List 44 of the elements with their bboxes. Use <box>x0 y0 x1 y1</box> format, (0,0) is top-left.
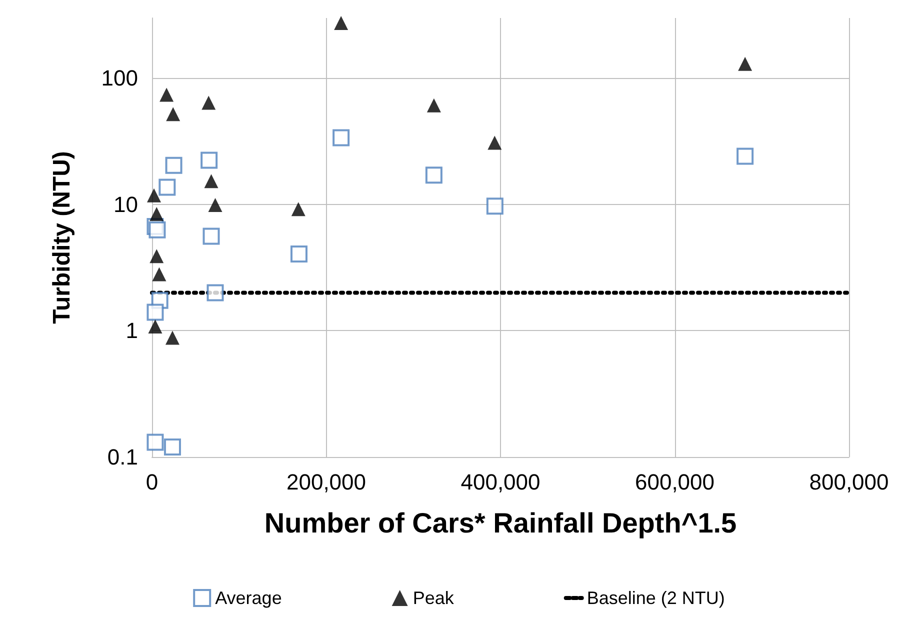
x-tick-label: 800,000 <box>809 470 889 494</box>
point <box>160 88 174 102</box>
y-tick-label: 1 <box>126 318 138 344</box>
point <box>291 202 306 216</box>
y-axis-title: Turbidity (NTU) <box>48 151 76 324</box>
point <box>158 178 176 196</box>
point <box>165 330 180 345</box>
x-axis-title: Number of Cars* Rainfall Depth^1.5 <box>264 508 737 538</box>
point <box>736 148 754 165</box>
point <box>486 198 504 215</box>
y-tick-label: 0.1 <box>107 444 138 470</box>
point <box>202 228 220 245</box>
point <box>202 96 216 110</box>
point <box>152 267 166 282</box>
legend-label: Peak <box>412 588 455 608</box>
point <box>488 136 502 150</box>
y-tick-label: 10 <box>114 192 138 217</box>
point <box>148 221 166 238</box>
point <box>334 16 348 30</box>
point <box>147 188 162 202</box>
point <box>426 98 441 112</box>
point <box>206 284 224 302</box>
point <box>148 320 162 334</box>
legend-label: Average <box>215 588 282 608</box>
point <box>166 107 180 122</box>
point <box>150 207 164 222</box>
point <box>200 152 218 169</box>
point <box>146 304 164 321</box>
point <box>425 166 442 184</box>
legend-label: Baseline (2 NTU) <box>586 588 725 608</box>
x-tick-label: 200,000 <box>286 470 366 494</box>
x-tick-label: 0 <box>146 470 158 494</box>
point <box>738 56 752 71</box>
point <box>332 129 350 146</box>
point <box>208 198 222 212</box>
x-tick-label: 600,000 <box>634 470 715 494</box>
point <box>150 249 164 264</box>
point <box>146 434 164 451</box>
point <box>164 438 181 456</box>
point <box>165 156 182 174</box>
point <box>290 246 308 263</box>
point <box>204 174 218 188</box>
y-tick-label: 100 <box>101 66 138 91</box>
x-tick-label: 400,000 <box>460 470 540 494</box>
